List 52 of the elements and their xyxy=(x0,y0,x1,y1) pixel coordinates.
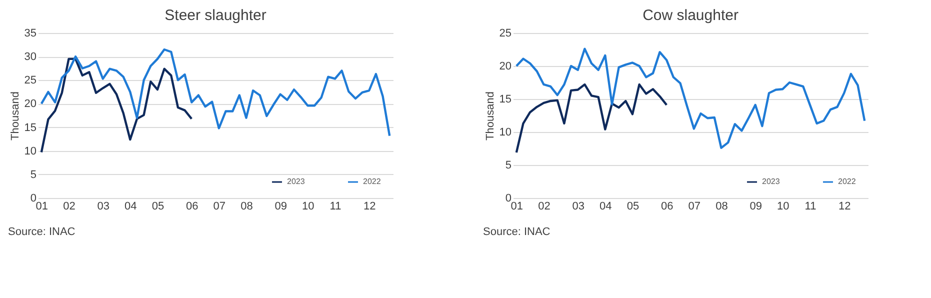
x-tick-label: 04 xyxy=(600,200,612,212)
y-tick-label: 15 xyxy=(499,94,512,106)
line-series xyxy=(40,48,391,137)
source-note: Source: INAC xyxy=(8,226,76,238)
y-tick-label: 10 xyxy=(499,126,512,138)
x-tick-label: 03 xyxy=(572,200,584,212)
x-tick-label: 08 xyxy=(240,200,253,212)
x-tick-label: 12 xyxy=(363,200,376,212)
x-tick-label: 10 xyxy=(302,200,314,212)
y-tick-label: 25 xyxy=(499,28,512,40)
x-tick-label: 08 xyxy=(716,200,728,212)
y-tick-label: 10 xyxy=(24,145,36,158)
x-tick-label: 10 xyxy=(777,200,790,212)
legend-label: 2023 xyxy=(287,177,306,186)
y-tick-label: 35 xyxy=(24,28,36,40)
x-tick-label: 09 xyxy=(750,200,762,212)
x-tick-label: 02 xyxy=(538,200,550,212)
legend-label: 2022 xyxy=(363,177,382,186)
x-tick-label: 01 xyxy=(510,200,524,212)
x-tick-label: 12 xyxy=(838,200,851,212)
y-tick-label: 15 xyxy=(24,122,36,134)
y-tick-label: 20 xyxy=(499,60,512,72)
x-tick-label: 11 xyxy=(804,200,816,212)
y-tick-label: 20 xyxy=(24,98,36,110)
y-tick-label: 5 xyxy=(30,168,36,181)
source-note: Source: INAC xyxy=(483,226,550,238)
chart-title: Cow slaughter xyxy=(642,7,738,24)
y-tick-label: 25 xyxy=(24,74,36,87)
x-tick-label: 06 xyxy=(660,200,674,212)
line-series xyxy=(515,48,866,149)
x-tick-label: 06 xyxy=(186,200,198,212)
x-tick-label: 01 xyxy=(36,200,48,212)
y-axis-title: Thousand xyxy=(9,92,22,140)
x-tick-label: 09 xyxy=(274,200,287,212)
legend-label: 2023 xyxy=(762,177,780,186)
line-series xyxy=(40,58,193,154)
y-tick-label: 0 xyxy=(505,192,512,204)
x-tick-label: 03 xyxy=(97,200,110,212)
chart-title: Steer slaughter xyxy=(164,7,266,24)
legend-label: 2022 xyxy=(838,177,856,186)
x-tick-label: 11 xyxy=(330,200,342,212)
x-tick-label: 04 xyxy=(124,200,137,212)
x-tick-label: 07 xyxy=(688,200,701,212)
x-tick-label: 07 xyxy=(213,200,226,212)
y-tick-label: 30 xyxy=(24,51,36,64)
y-axis-title: Thousand xyxy=(484,92,496,140)
x-tick-label: 05 xyxy=(626,200,640,212)
x-tick-label: 02 xyxy=(63,200,76,212)
x-tick-label: 05 xyxy=(152,200,164,212)
y-tick-label: 0 xyxy=(30,192,36,204)
line-series xyxy=(515,83,668,154)
y-tick-label: 5 xyxy=(505,160,512,172)
